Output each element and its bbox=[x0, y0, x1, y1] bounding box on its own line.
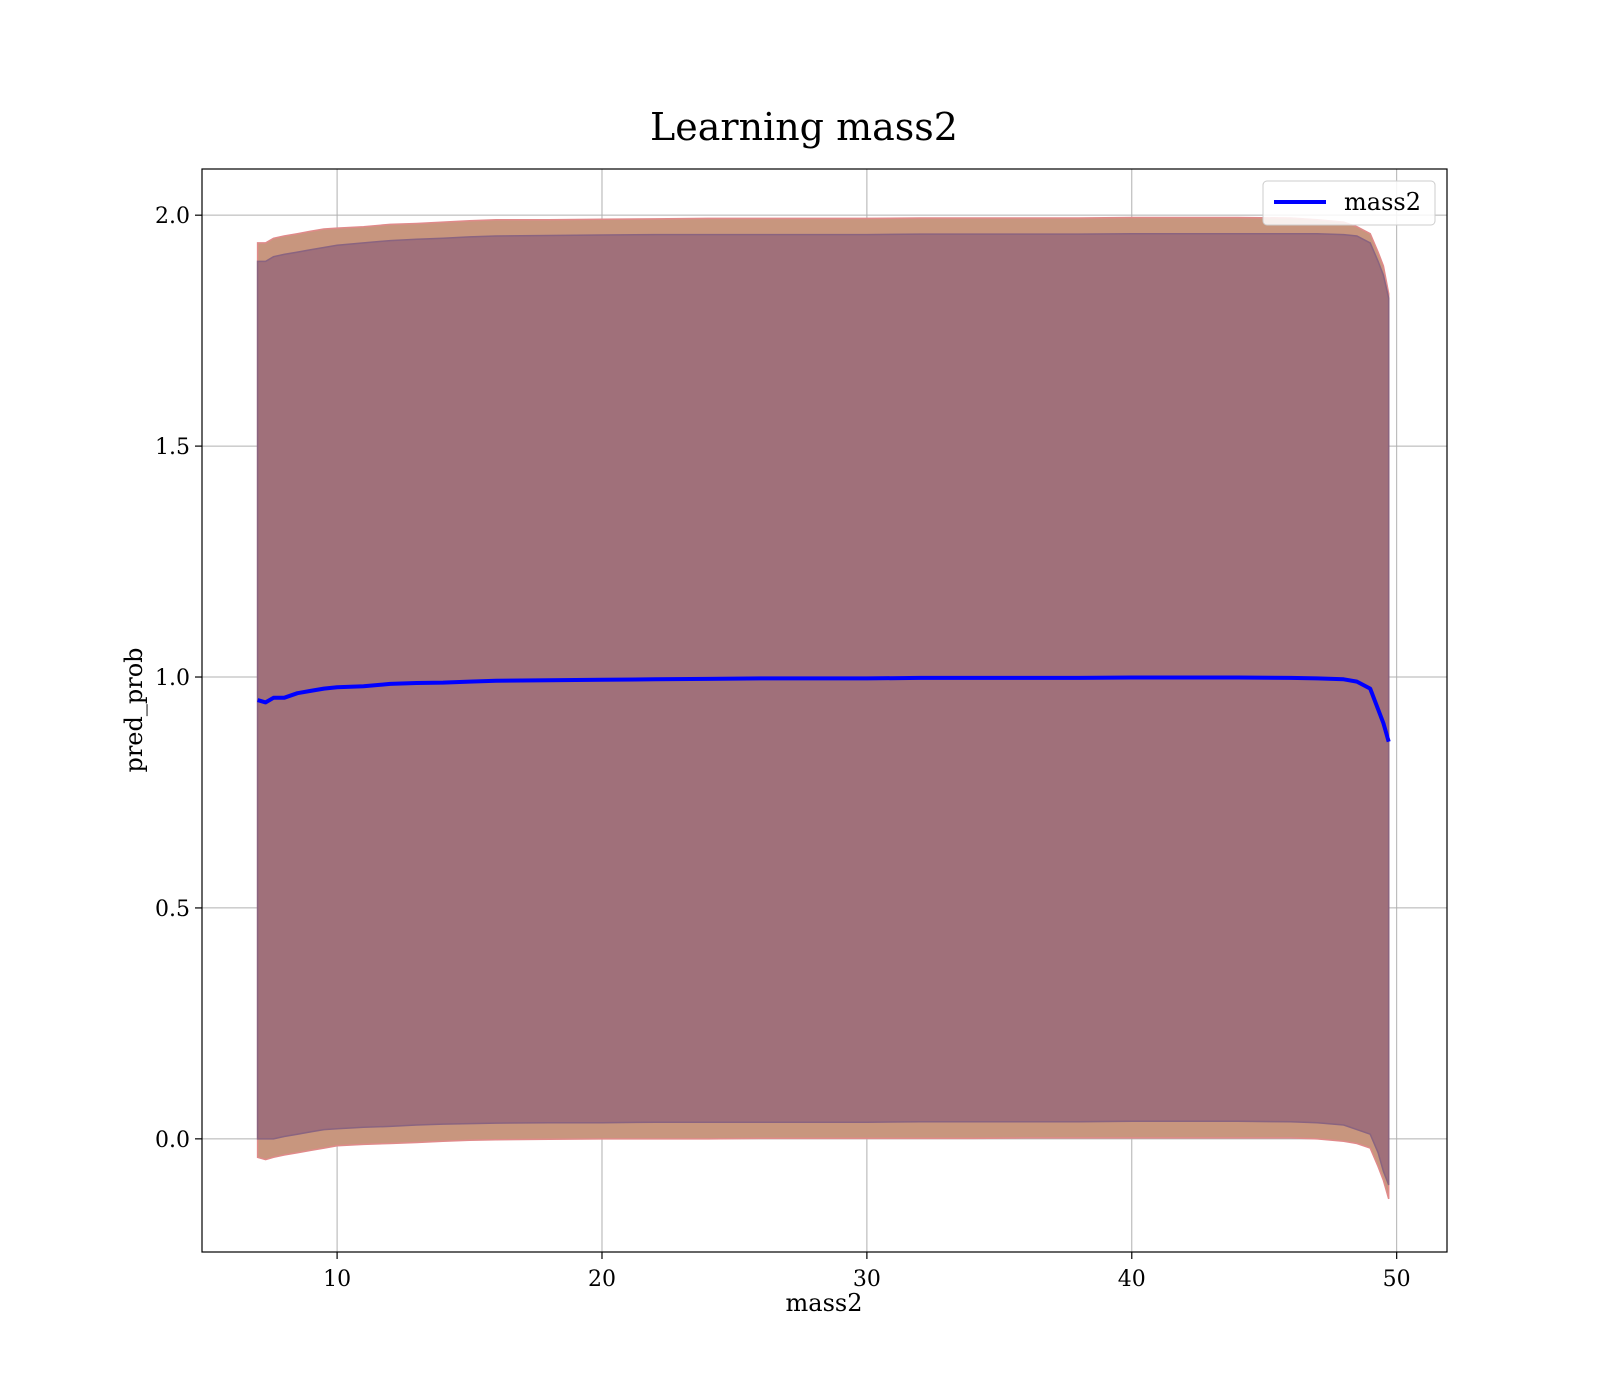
x-tick-label: 20 bbox=[588, 1267, 616, 1292]
plot-frame bbox=[201, 168, 1448, 1253]
y-tick-label: 1.0 bbox=[155, 666, 190, 691]
y-tick-label: 0.0 bbox=[155, 1128, 190, 1153]
y-tick-label: 0.5 bbox=[155, 897, 190, 922]
y-tick-label: 2.0 bbox=[155, 204, 190, 229]
x-tick-label: 30 bbox=[853, 1267, 881, 1292]
x-axis-label: mass2 bbox=[786, 1289, 863, 1317]
y-tick-label: 1.5 bbox=[155, 435, 190, 460]
line-layer bbox=[257, 675, 1391, 743]
legend-box bbox=[1262, 180, 1436, 226]
confidence-band-2 bbox=[256, 232, 1390, 1186]
x-tick-label: 40 bbox=[1118, 1267, 1146, 1292]
x-tick-label: 10 bbox=[323, 1267, 351, 1292]
series-line-mass2 bbox=[257, 675, 1391, 743]
plot-area: 10 20 30 40 50 0.0 0.5 1.0 1.5 2.0 bbox=[155, 168, 1448, 1292]
tick-layer: 10 20 30 40 50 0.0 0.5 1.0 1.5 2.0 bbox=[155, 204, 1411, 1292]
chart-title: Learning mass2 bbox=[650, 105, 958, 149]
legend-label: mass2 bbox=[1344, 188, 1421, 216]
x-tick-label: 50 bbox=[1383, 1267, 1411, 1292]
y-axis-label: pred_prob bbox=[120, 647, 148, 772]
band-layer bbox=[256, 216, 1390, 1200]
legend: mass2 bbox=[1262, 180, 1436, 226]
